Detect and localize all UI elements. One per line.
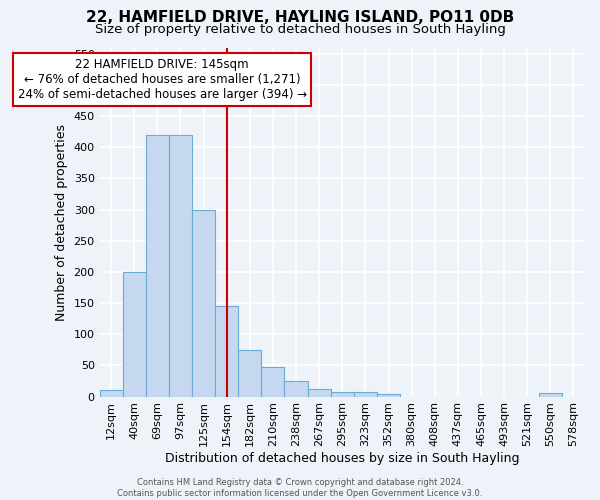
Bar — [284, 381, 308, 396]
Text: Contains HM Land Registry data © Crown copyright and database right 2024.
Contai: Contains HM Land Registry data © Crown c… — [118, 478, 482, 498]
Text: Size of property relative to detached houses in South Hayling: Size of property relative to detached ho… — [95, 22, 505, 36]
Y-axis label: Number of detached properties: Number of detached properties — [55, 124, 68, 320]
Bar — [192, 210, 215, 396]
Bar — [331, 392, 354, 396]
Text: 22 HAMFIELD DRIVE: 145sqm
← 76% of detached houses are smaller (1,271)
24% of se: 22 HAMFIELD DRIVE: 145sqm ← 76% of detac… — [17, 58, 307, 101]
Bar — [377, 394, 400, 396]
Bar — [262, 366, 284, 396]
Bar — [100, 390, 122, 396]
Bar — [215, 306, 238, 396]
Bar — [169, 135, 192, 396]
Bar — [146, 135, 169, 396]
Bar — [539, 394, 562, 396]
Bar — [122, 272, 146, 396]
Bar — [238, 350, 262, 397]
X-axis label: Distribution of detached houses by size in South Hayling: Distribution of detached houses by size … — [165, 452, 520, 465]
Bar — [308, 389, 331, 396]
Text: 22, HAMFIELD DRIVE, HAYLING ISLAND, PO11 0DB: 22, HAMFIELD DRIVE, HAYLING ISLAND, PO11… — [86, 10, 514, 25]
Bar — [354, 392, 377, 396]
